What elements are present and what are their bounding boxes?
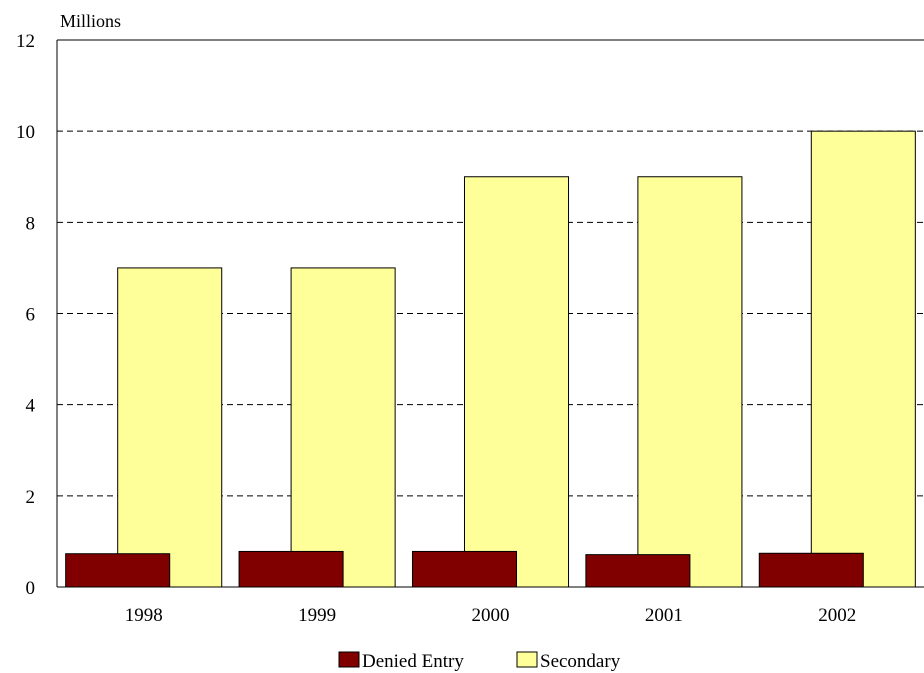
y-tick-label: 2 (26, 487, 36, 508)
y-tick-label: 0 (26, 578, 36, 599)
legend: Denied Entry Secondary (338, 651, 621, 672)
y-tick-label: 4 (26, 396, 36, 417)
x-tick-label: 1998 (125, 605, 163, 626)
bar-denied-entry (238, 550, 344, 588)
bar-denied-entry (65, 553, 171, 588)
y-tick-label: 10 (16, 122, 35, 143)
y-tick-labels: 0 2 4 6 8 10 12 (16, 31, 36, 599)
y-tick-label: 12 (16, 31, 35, 52)
bar-denied-entry (758, 552, 864, 588)
bar-denied-entry (411, 550, 518, 588)
bar-secondary (463, 176, 570, 588)
axes (56, 39, 924, 588)
legend-label-secondary: Secondary (540, 651, 621, 672)
bar-secondary (810, 130, 916, 588)
x-tick-labels: 1998 1999 2000 2001 2002 (125, 605, 857, 626)
y-tick-label: 6 (26, 305, 36, 326)
bar-secondary (117, 267, 223, 588)
bar-denied-entry (585, 554, 691, 588)
x-tick-label: 2002 (818, 605, 856, 626)
y-unit-label: Millions (60, 11, 121, 31)
x-tick-label: 1999 (298, 605, 336, 626)
x-tick-label: 2001 (645, 605, 683, 626)
x-tick-label: 2000 (472, 605, 510, 626)
bars (65, 130, 916, 588)
bar-secondary (290, 267, 396, 588)
y-tick-label: 8 (26, 213, 36, 234)
legend-swatch-denied-entry (338, 651, 360, 668)
bar-secondary (637, 176, 743, 588)
legend-label-denied-entry: Denied Entry (362, 651, 464, 672)
legend-swatch-secondary (516, 651, 538, 668)
